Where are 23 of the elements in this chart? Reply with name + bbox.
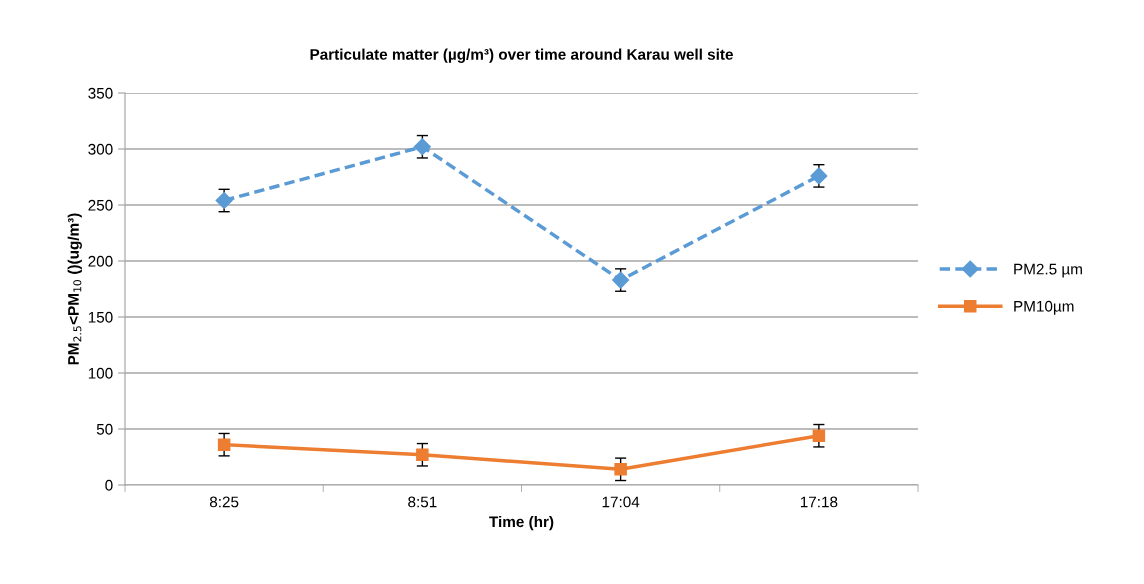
point <box>416 448 429 462</box>
y-axis-title: PM$_{2.5}$<PM$_{10}$ ()(ug/m³) <box>67 213 82 365</box>
x-tick-label: 17:18 <box>800 496 838 508</box>
x-axis-title: Time (hr) <box>489 515 554 531</box>
y-tick-label: 50 <box>96 423 113 435</box>
legend-label: PM2.5 µm <box>1014 263 1082 278</box>
x-tick-label: 8:25 <box>209 496 239 508</box>
x-tick-label: 8:51 <box>408 496 437 508</box>
x-tick-label: 17:04 <box>602 496 640 508</box>
y-tick-label: 100 <box>88 367 113 379</box>
chart-title: Particulate matter (µg/m³) over time around Karau well site <box>310 48 733 63</box>
y-tick-label: 300 <box>88 143 113 155</box>
y-tick-label: 0 <box>105 479 113 491</box>
y-tick-label: 150 <box>88 311 113 323</box>
legend-label: PM10µm <box>1014 300 1074 315</box>
point <box>413 138 431 156</box>
point <box>810 167 828 185</box>
point <box>812 429 826 442</box>
y-tick-label: 250 <box>88 199 113 211</box>
point <box>614 463 627 476</box>
point <box>217 438 231 451</box>
y-tick-label: 200 <box>88 255 113 267</box>
y-tick-label: 350 <box>88 87 113 99</box>
